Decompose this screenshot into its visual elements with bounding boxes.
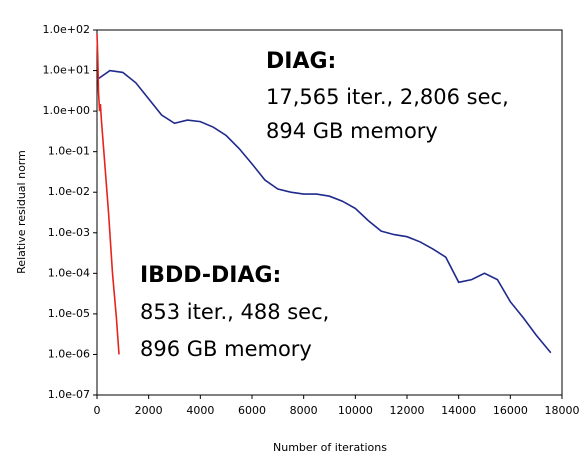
x-axis-label: Number of iterations <box>273 441 387 454</box>
annotation: DIAG: <box>266 49 336 74</box>
y-tick-label: 1.0e-07 <box>48 388 90 401</box>
y-axis-label: Relative residual norm <box>15 150 28 274</box>
x-tick-label: 0 <box>94 404 101 417</box>
y-tick-label: 1.0e+01 <box>43 64 90 77</box>
y-tick-label: 1.0e-04 <box>48 266 90 279</box>
x-tick-label: 16000 <box>493 404 528 417</box>
y-tick-label: 1.0e-06 <box>48 347 90 360</box>
x-tick-label: 6000 <box>238 404 266 417</box>
x-tick-label: 18000 <box>545 404 580 417</box>
x-tick-label: 10000 <box>338 404 373 417</box>
y-tick-label: 1.0e-02 <box>48 185 90 198</box>
x-tick-label: 12000 <box>390 404 425 417</box>
annotation: 896 GB memory <box>140 337 312 361</box>
data-line <box>96 33 120 355</box>
y-tick-label: 1.0e-05 <box>48 307 90 320</box>
annotation: 17,565 iter., 2,806 sec, <box>266 85 509 109</box>
x-tick-label: 8000 <box>290 404 318 417</box>
x-tick-label: 2000 <box>135 404 163 417</box>
y-tick-label: 1.0e-03 <box>48 226 90 239</box>
annotation: 894 GB memory <box>266 119 438 143</box>
data-line <box>96 69 552 354</box>
plot-frame <box>96 29 563 396</box>
y-tick-label: 1.0e-01 <box>48 145 90 158</box>
x-tick-label: 4000 <box>186 404 214 417</box>
annotation: IBDD-DIAG: <box>140 263 281 288</box>
x-tick-label: 14000 <box>441 404 476 417</box>
y-tick-label: 1.0e+00 <box>43 104 90 117</box>
y-tick-label: 1.0e+02 <box>43 23 90 36</box>
annotation: 853 iter., 488 sec, <box>140 300 329 324</box>
